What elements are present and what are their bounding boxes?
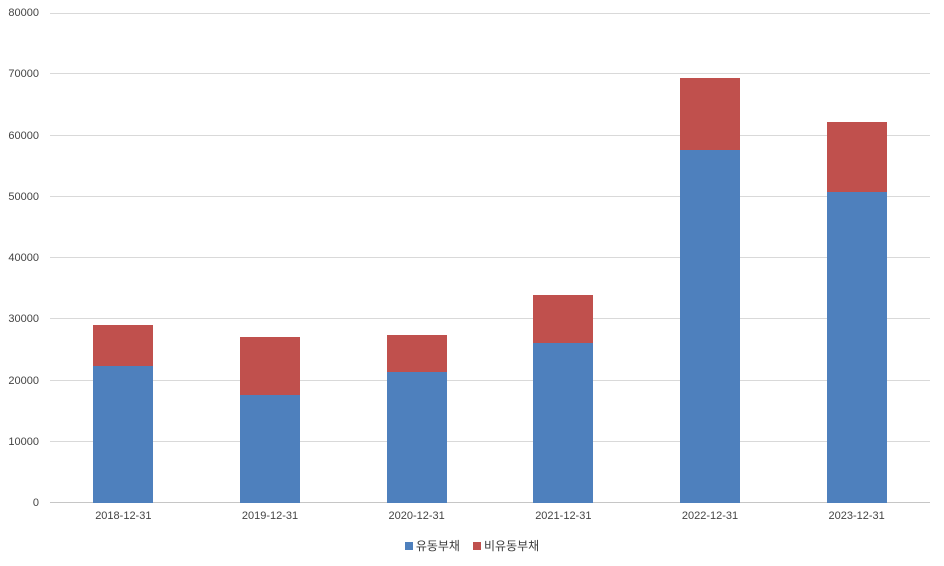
x-axis-tick-label: 2022-12-31	[681, 510, 739, 522]
x-axis-tick-label: 2023-12-31	[828, 510, 885, 522]
gridline	[50, 257, 930, 258]
plot-area	[50, 13, 930, 503]
y-axis-tick-label: 30000	[8, 313, 39, 326]
y-axis-tick-label: 50000	[8, 190, 39, 203]
gridline	[50, 196, 930, 197]
bar-segment-non-current-liabilities[interactable]	[240, 337, 300, 395]
legend-item-current-liabilities[interactable]: 유동부채	[404, 539, 460, 553]
x-axis: 2018-12-31 2019-12-31 2020-12-31 2021-12-31…	[50, 510, 930, 526]
gridline	[50, 13, 930, 14]
y-axis-tick-label: 80000	[8, 7, 39, 19]
y-axis-tick-label: 20000	[8, 374, 39, 387]
legend-label: 비유동부채	[483, 539, 540, 553]
y-axis-tick-label: 60000	[8, 129, 39, 142]
bar-segment-non-current-liabilities[interactable]	[387, 335, 447, 372]
legend-label: 유동부채	[415, 539, 460, 553]
x-axis-line	[50, 502, 930, 503]
bar-segment-non-current-liabilities[interactable]	[93, 325, 153, 366]
bar-segment-current-liabilities[interactable]	[387, 372, 447, 503]
x-axis-tick-label: 2021-12-31	[535, 510, 592, 522]
bar-segment-current-liabilities[interactable]	[680, 150, 740, 503]
bar-segment-current-liabilities[interactable]	[533, 343, 593, 503]
bar-segment-non-current-liabilities[interactable]	[533, 295, 593, 343]
gridline	[50, 380, 930, 381]
bar-segment-current-liabilities[interactable]	[827, 192, 887, 503]
x-axis-tick-label: 2020-12-31	[388, 510, 445, 522]
bar-segment-non-current-liabilities[interactable]	[680, 78, 740, 150]
gridline	[50, 135, 930, 136]
gridline	[50, 318, 930, 319]
legend-color-swatch-current-liabilities	[404, 542, 413, 550]
gridline	[50, 73, 930, 74]
x-axis-tick-label: 2019-12-31	[241, 510, 299, 522]
legend-color-swatch-non-current-liabilities	[472, 542, 481, 550]
chart-legend: 유동부채 비유동부채	[0, 537, 944, 555]
bar-segment-non-current-liabilities[interactable]	[827, 122, 887, 192]
y-axis-tick-label: 70000	[8, 68, 39, 81]
x-axis-tick-label: 2018-12-31	[95, 510, 152, 522]
y-axis-tick-label: 0	[32, 497, 39, 509]
bar-segment-current-liabilities[interactable]	[240, 395, 300, 503]
bar-segment-current-liabilities[interactable]	[93, 366, 153, 503]
y-axis-tick-label: 40000	[8, 252, 39, 264]
gridline	[50, 441, 930, 442]
y-axis: 0 10000 20000 30000 40000 50000 60000 70000 8000…	[0, 7, 40, 509]
legend-item-non-current-liabilities[interactable]: 비유동부채	[472, 539, 540, 553]
y-axis-tick-label: 10000	[8, 435, 39, 448]
